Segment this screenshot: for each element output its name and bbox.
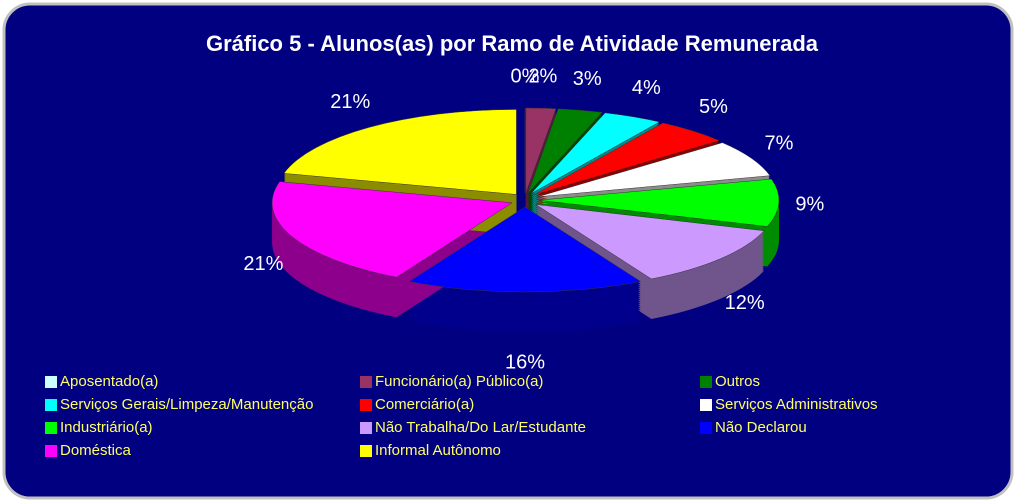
slice bbox=[408, 206, 642, 293]
slice bbox=[535, 204, 765, 280]
chart-title: Gráfico 5 - Alunos(as) por Ramo de Ativi… bbox=[206, 31, 819, 56]
legend-label: Outros bbox=[715, 373, 760, 390]
data-label: 21% bbox=[243, 253, 283, 275]
legend-label: Aposentado(a) bbox=[60, 373, 158, 390]
legend-swatch bbox=[45, 376, 57, 388]
slice bbox=[283, 109, 517, 195]
legend-swatch bbox=[360, 376, 372, 388]
legend-swatch bbox=[700, 376, 712, 388]
legend-swatch bbox=[700, 399, 712, 411]
data-label: 7% bbox=[764, 132, 793, 154]
data-label: 21% bbox=[330, 91, 370, 113]
legend-swatch bbox=[360, 445, 372, 457]
data-label: 12% bbox=[725, 292, 765, 314]
data-label: 16% bbox=[505, 351, 545, 373]
slice bbox=[537, 142, 771, 198]
slice bbox=[530, 112, 661, 194]
slice bbox=[538, 178, 780, 227]
data-label: 3% bbox=[573, 68, 602, 90]
slice bbox=[271, 181, 513, 278]
data-label: 2% bbox=[528, 66, 557, 88]
legend-label: Comerciário(a) bbox=[375, 396, 474, 413]
legend-swatch bbox=[360, 399, 372, 411]
legend-label: Não Trabalha/Do Lar/Estudante bbox=[375, 419, 586, 436]
data-label: 4% bbox=[632, 77, 661, 99]
legend-swatch bbox=[45, 399, 57, 411]
legend-label: Não Declarou bbox=[715, 419, 807, 436]
data-label: 5% bbox=[699, 96, 728, 118]
legend-label: Informal Autônomo bbox=[375, 442, 501, 459]
legend-label: Funcionário(a) Público(a) bbox=[375, 373, 543, 390]
legend-label: Serviços Administrativos bbox=[715, 396, 878, 413]
slice bbox=[525, 107, 557, 194]
legend-label: Industriário(a) bbox=[60, 419, 153, 436]
legend-swatch bbox=[700, 422, 712, 434]
data-label: 0% bbox=[511, 65, 540, 87]
slice bbox=[527, 108, 603, 194]
legend-swatch bbox=[45, 422, 57, 434]
legend-swatch bbox=[360, 422, 372, 434]
legend-swatch bbox=[45, 445, 57, 457]
data-label: 9% bbox=[795, 193, 824, 215]
legend-label: Doméstica bbox=[60, 442, 132, 459]
slice bbox=[534, 122, 720, 195]
legend-label: Serviços Gerais/Limpeza/Manutenção bbox=[60, 396, 313, 413]
